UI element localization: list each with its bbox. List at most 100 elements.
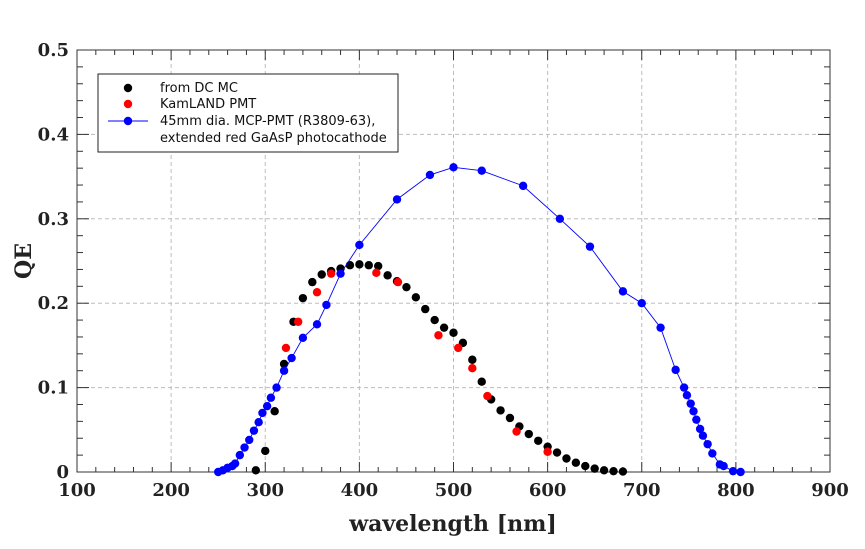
data-point-from-dc-mc — [308, 277, 317, 287]
data-point-45mm-dia-mcp-pmt-r3809-63 — [698, 431, 708, 440]
data-point-kamland-pmt — [468, 363, 477, 373]
data-point-45mm-dia-mcp-pmt-r3809-63 — [279, 366, 289, 375]
data-point-45mm-dia-mcp-pmt-r3809-63 — [703, 439, 712, 449]
series-kamland-pmt — [281, 268, 552, 456]
x-tick-label: 400 — [341, 480, 379, 501]
legend-marker-dc-mc — [123, 83, 133, 93]
data-point-45mm-dia-mcp-pmt-r3809-63 — [449, 163, 458, 172]
data-point-from-dc-mc — [449, 328, 458, 337]
y-tick-label: 0 — [56, 462, 69, 483]
data-point-from-dc-mc — [534, 436, 543, 445]
data-point-45mm-dia-mcp-pmt-r3809-63 — [736, 467, 745, 477]
data-point-45mm-dia-mcp-pmt-r3809-63 — [719, 461, 728, 471]
data-point-45mm-dia-mcp-pmt-r3809-63 — [728, 466, 738, 476]
data-point-from-dc-mc — [581, 461, 590, 471]
data-point-45mm-dia-mcp-pmt-r3809-63 — [240, 443, 249, 452]
data-point-from-dc-mc — [270, 407, 279, 416]
data-point-45mm-dia-mcp-pmt-r3809-63 — [555, 214, 565, 223]
series-layer — [213, 163, 745, 477]
data-point-from-dc-mc — [345, 261, 355, 270]
x-tick-label: 100 — [58, 480, 96, 501]
data-point-45mm-dia-mcp-pmt-r3809-63 — [254, 418, 263, 427]
data-point-kamland-pmt — [434, 331, 443, 340]
data-point-from-dc-mc — [609, 466, 618, 476]
data-point-kamland-pmt — [454, 343, 463, 353]
data-point-from-dc-mc — [411, 293, 421, 302]
data-point-45mm-dia-mcp-pmt-r3809-63 — [322, 300, 331, 310]
data-point-kamland-pmt — [312, 288, 322, 297]
data-point-kamland-pmt — [372, 268, 381, 278]
data-point-kamland-pmt — [281, 343, 291, 353]
data-point-kamland-pmt — [293, 317, 303, 326]
data-point-from-dc-mc — [618, 467, 628, 476]
data-point-45mm-dia-mcp-pmt-r3809-63 — [692, 415, 701, 424]
x-tick-label: 900 — [811, 480, 849, 501]
legend-label-mcp-pmt-line2: extended red GaAsP photocathode — [160, 131, 387, 146]
x-tick-label: 500 — [435, 480, 473, 501]
data-point-from-dc-mc — [279, 359, 289, 369]
data-point-from-dc-mc — [364, 261, 373, 270]
data-point-from-dc-mc — [317, 270, 326, 279]
data-point-45mm-dia-mcp-pmt-r3809-63 — [312, 320, 322, 329]
y-axis-title: QE — [11, 243, 37, 279]
tick-labels: 100 200 300 400 500 600 700 800 900 0 0.1 0.2 0.3 0.4… — [38, 40, 849, 501]
data-point-45mm-dia-mcp-pmt-r3809-63 — [230, 459, 240, 468]
data-point-45mm-dia-mcp-pmt-r3809-63 — [245, 435, 254, 445]
data-point-from-dc-mc — [261, 446, 270, 456]
data-point-45mm-dia-mcp-pmt-r3809-63 — [637, 299, 646, 308]
data-point-from-dc-mc — [374, 261, 383, 271]
data-point-45mm-dia-mcp-pmt-r3809-63 — [425, 170, 435, 180]
data-point-45mm-dia-mcp-pmt-r3809-63 — [585, 242, 595, 251]
data-point-45mm-dia-mcp-pmt-r3809-63 — [249, 426, 259, 435]
data-point-45mm-dia-mcp-pmt-r3809-63 — [656, 323, 665, 332]
data-point-from-dc-mc — [355, 260, 364, 269]
y-tick-label: 0.1 — [38, 378, 69, 399]
data-point-from-dc-mc — [599, 466, 609, 475]
data-point-from-dc-mc — [505, 413, 515, 423]
data-point-45mm-dia-mcp-pmt-r3809-63 — [708, 449, 717, 458]
data-point-45mm-dia-mcp-pmt-r3809-63 — [618, 287, 628, 296]
x-tick-label: 600 — [529, 480, 567, 501]
data-point-45mm-dia-mcp-pmt-r3809-63 — [235, 450, 245, 460]
data-point-kamland-pmt — [543, 447, 552, 456]
data-point-45mm-dia-mcp-pmt-r3809-63 — [477, 166, 486, 175]
data-point-45mm-dia-mcp-pmt-r3809-63 — [392, 195, 402, 204]
data-point-from-dc-mc — [468, 355, 477, 364]
data-point-from-dc-mc — [383, 271, 392, 280]
legend-label-kamland: KamLAND PMT — [160, 97, 256, 112]
y-tick-label: 0.5 — [38, 40, 69, 61]
legend-label-dc-mc: from DC MC — [160, 81, 238, 96]
data-point-45mm-dia-mcp-pmt-r3809-63 — [262, 401, 272, 411]
data-point-from-dc-mc — [402, 282, 411, 292]
data-point-kamland-pmt — [512, 427, 521, 436]
data-point-from-dc-mc — [524, 429, 533, 439]
legend-marker-kamland — [123, 99, 133, 109]
data-point-45mm-dia-mcp-pmt-r3809-63 — [518, 181, 528, 191]
legend-label-mcp-pmt: 45mm dia. MCP-PMT (R3809-63), — [160, 114, 375, 129]
x-tick-label: 700 — [623, 480, 661, 501]
x-tick-label: 300 — [246, 480, 284, 501]
legend-box — [97, 73, 399, 153]
data-point-45mm-dia-mcp-pmt-r3809-63 — [258, 408, 267, 418]
data-point-from-dc-mc — [298, 293, 308, 303]
data-point-from-dc-mc — [421, 304, 430, 314]
x-axis-title: wavelength [nm] — [348, 511, 557, 537]
x-tick-label: 200 — [152, 480, 190, 501]
data-point-45mm-dia-mcp-pmt-r3809-63 — [355, 240, 364, 250]
data-point-from-dc-mc — [251, 466, 261, 475]
data-point-from-dc-mc — [562, 454, 571, 463]
data-point-45mm-dia-mcp-pmt-r3809-63 — [272, 383, 281, 392]
data-point-kamland-pmt — [483, 391, 492, 401]
data-point-kamland-pmt — [326, 269, 336, 278]
data-point-45mm-dia-mcp-pmt-r3809-63 — [671, 365, 680, 375]
data-point-45mm-dia-mcp-pmt-r3809-63 — [689, 407, 698, 416]
plot-frame — [76, 49, 831, 473]
data-point-from-dc-mc — [552, 448, 562, 457]
data-point-45mm-dia-mcp-pmt-r3809-63 — [298, 333, 308, 342]
data-point-from-dc-mc — [439, 323, 449, 332]
data-point-from-dc-mc — [430, 315, 439, 325]
y-tick-label: 0.3 — [38, 209, 69, 230]
data-point-45mm-dia-mcp-pmt-r3809-63 — [336, 269, 345, 278]
legend-marker-mcp-pmt — [123, 116, 133, 126]
